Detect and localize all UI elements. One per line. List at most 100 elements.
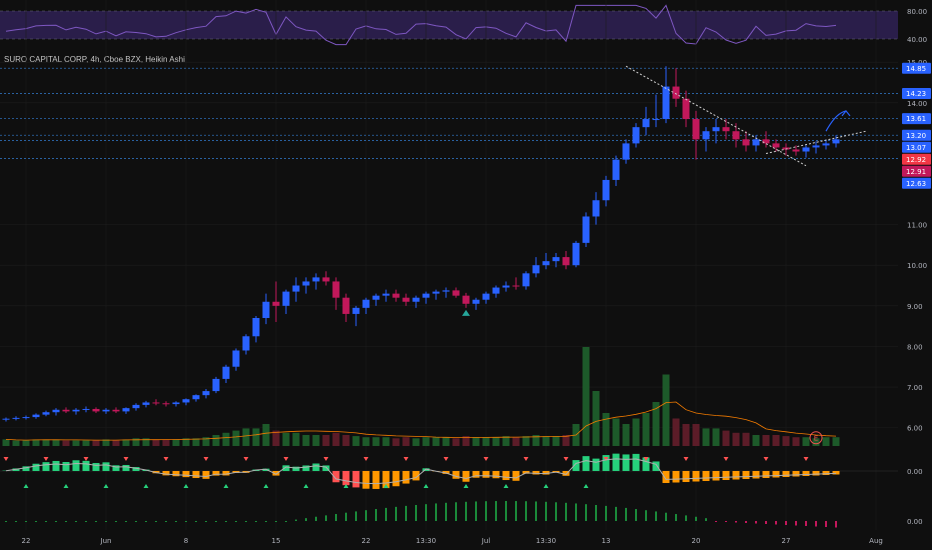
candle[interactable] bbox=[562, 257, 570, 266]
candle[interactable] bbox=[692, 119, 700, 140]
candle[interactable] bbox=[802, 147, 810, 152]
candle[interactable] bbox=[162, 403, 170, 405]
candle[interactable] bbox=[332, 281, 340, 298]
candle[interactable] bbox=[522, 273, 530, 287]
candle[interactable] bbox=[502, 285, 510, 288]
candle[interactable] bbox=[2, 418, 10, 420]
candle[interactable] bbox=[602, 179, 610, 201]
candle[interactable] bbox=[482, 293, 490, 300]
candle[interactable] bbox=[812, 145, 820, 148]
candle[interactable] bbox=[552, 257, 560, 262]
price-badge[interactable] bbox=[902, 165, 931, 177]
earnings-marker[interactable] bbox=[809, 431, 823, 445]
candle[interactable] bbox=[352, 307, 360, 314]
candle[interactable] bbox=[152, 402, 160, 404]
candle[interactable] bbox=[512, 285, 520, 287]
candle[interactable] bbox=[82, 408, 90, 410]
candle[interactable] bbox=[412, 297, 420, 302]
candle[interactable] bbox=[202, 391, 210, 396]
candle[interactable] bbox=[612, 159, 620, 180]
candle[interactable] bbox=[22, 417, 30, 419]
candle[interactable] bbox=[782, 147, 790, 150]
candle[interactable] bbox=[122, 408, 130, 412]
candle[interactable] bbox=[32, 414, 40, 418]
candle[interactable] bbox=[832, 139, 840, 144]
candle[interactable] bbox=[642, 119, 650, 128]
candle[interactable] bbox=[312, 277, 320, 282]
candle[interactable] bbox=[582, 216, 590, 243]
candle[interactable] bbox=[282, 291, 290, 306]
candle[interactable] bbox=[232, 350, 240, 367]
candle[interactable] bbox=[452, 290, 460, 296]
candle[interactable] bbox=[652, 119, 660, 121]
candle[interactable] bbox=[722, 127, 730, 132]
breakout-arrow[interactable] bbox=[825, 110, 847, 132]
candle[interactable] bbox=[592, 200, 600, 217]
candle[interactable] bbox=[532, 265, 540, 274]
candle[interactable] bbox=[192, 395, 200, 400]
price-badge[interactable] bbox=[902, 177, 931, 189]
candle[interactable] bbox=[762, 139, 770, 144]
candle[interactable] bbox=[62, 409, 70, 412]
candle[interactable] bbox=[702, 131, 710, 140]
chart-style[interactable]: Heikin Ashi bbox=[145, 55, 185, 64]
interval[interactable]: 4h bbox=[90, 55, 100, 64]
candle[interactable] bbox=[442, 290, 450, 292]
candle[interactable] bbox=[792, 149, 800, 152]
candle[interactable] bbox=[772, 143, 780, 148]
candle[interactable] bbox=[262, 301, 270, 318]
candle[interactable] bbox=[302, 281, 310, 286]
candle[interactable] bbox=[112, 409, 120, 412]
candle[interactable] bbox=[242, 336, 250, 351]
price-badge[interactable] bbox=[902, 62, 931, 74]
price-badge[interactable] bbox=[902, 113, 931, 125]
candle[interactable] bbox=[362, 299, 370, 308]
support-line[interactable] bbox=[765, 130, 867, 155]
price-badge[interactable] bbox=[902, 141, 931, 153]
candle[interactable] bbox=[272, 301, 280, 306]
candle[interactable] bbox=[182, 399, 190, 403]
candle[interactable] bbox=[172, 402, 180, 405]
symbol-name[interactable]: SURO CAPITAL CORP bbox=[4, 55, 87, 64]
candle[interactable] bbox=[462, 295, 470, 304]
price-badge[interactable] bbox=[902, 153, 931, 165]
volume-bar bbox=[292, 432, 300, 446]
candle[interactable] bbox=[682, 98, 690, 120]
candle[interactable] bbox=[212, 378, 220, 392]
candle[interactable] bbox=[432, 291, 440, 294]
candle[interactable] bbox=[102, 409, 110, 412]
candle[interactable] bbox=[542, 261, 550, 266]
candle[interactable] bbox=[822, 143, 830, 146]
candle[interactable] bbox=[752, 139, 760, 146]
candle[interactable] bbox=[92, 408, 100, 412]
candle[interactable] bbox=[222, 366, 230, 379]
candle[interactable] bbox=[672, 86, 680, 99]
candle[interactable] bbox=[572, 242, 580, 266]
candle[interactable] bbox=[382, 293, 390, 296]
candle[interactable] bbox=[632, 127, 640, 144]
candle[interactable] bbox=[422, 293, 430, 298]
candle[interactable] bbox=[662, 86, 670, 120]
candle[interactable] bbox=[72, 409, 80, 412]
candle[interactable] bbox=[12, 417, 20, 419]
price-badge[interactable] bbox=[902, 87, 931, 99]
candle[interactable] bbox=[132, 404, 140, 409]
candle[interactable] bbox=[392, 293, 400, 298]
candle[interactable] bbox=[742, 139, 750, 146]
candle[interactable] bbox=[322, 277, 330, 282]
price-badge[interactable] bbox=[902, 129, 931, 141]
candle[interactable] bbox=[712, 127, 720, 132]
candle[interactable] bbox=[402, 297, 410, 302]
candle[interactable] bbox=[372, 295, 380, 300]
candle[interactable] bbox=[52, 409, 60, 413]
candle[interactable] bbox=[732, 131, 740, 140]
candle[interactable] bbox=[42, 412, 50, 415]
candle[interactable] bbox=[472, 299, 480, 304]
candle[interactable] bbox=[622, 143, 630, 160]
candle[interactable] bbox=[292, 285, 300, 292]
candle[interactable] bbox=[492, 287, 500, 294]
candle[interactable] bbox=[342, 297, 350, 314]
candle[interactable] bbox=[142, 402, 150, 405]
candle[interactable] bbox=[252, 318, 260, 337]
